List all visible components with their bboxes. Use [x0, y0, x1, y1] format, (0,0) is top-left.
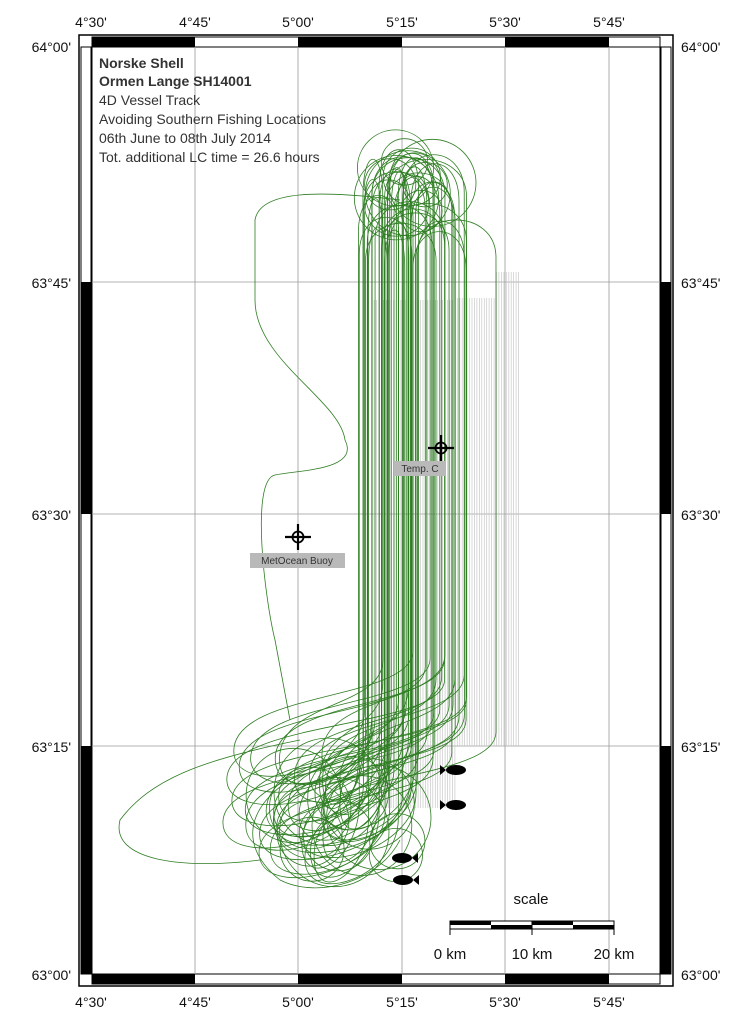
lat-label: 63°45': [32, 275, 71, 291]
title-line: 4D Vessel Track: [99, 92, 201, 108]
latitude-labels-right: 64°00' 63°45' 63°30' 63°15' 63°00': [681, 39, 720, 983]
lon-label: 5°00': [282, 14, 314, 30]
vessel-track: [314, 756, 389, 831]
marker-label: Temp. C: [401, 464, 438, 475]
lon-label: 5°45': [593, 14, 625, 30]
fish-icon: [392, 853, 418, 863]
vessel-track: [353, 155, 440, 241]
vessel-track: [382, 147, 441, 206]
fish-icon: [393, 875, 419, 885]
crosshair-icon: [428, 435, 454, 461]
latitude-labels-left: 64°00' 63°45' 63°30' 63°15' 63°00': [32, 39, 71, 983]
vessel-track: [259, 166, 428, 860]
vessel-track: [402, 162, 448, 208]
vessel-track: [226, 208, 446, 805]
vessel-track: [276, 800, 343, 867]
vessel-track: [380, 138, 429, 186]
vessel-track: [388, 138, 477, 227]
longitude-labels-bottom: 4°30' 4°45' 5°00' 5°15' 5°30' 5°45': [75, 994, 625, 1010]
lon-label: 5°15': [386, 14, 418, 30]
vessel-track: [326, 764, 432, 871]
vessel-track: [301, 217, 413, 869]
vessel-track: [321, 157, 446, 780]
map-frame: [78, 34, 674, 987]
vessel-track: [233, 179, 414, 777]
scale-bar: scale 0 km 10 km 20 km: [434, 891, 635, 963]
vessel-track: [309, 154, 465, 801]
vessel-track: [250, 174, 431, 785]
vessel-track: [279, 776, 390, 888]
scale-tick-label: 10 km: [512, 946, 553, 963]
lat-label: 63°00': [681, 967, 720, 983]
title-line: Tot. additional LC time = 26.6 hours: [99, 149, 320, 165]
marker-temp-c[interactable]: Temp. C: [394, 435, 454, 476]
crosshair-icon: [285, 524, 311, 550]
graticule: [92, 47, 660, 974]
vessel-track: [269, 153, 435, 875]
vessel-track: [319, 159, 384, 809]
vessel-track: [244, 176, 441, 836]
scale-tick-label: 20 km: [594, 946, 635, 963]
lat-label: 63°15': [681, 739, 720, 755]
longitude-labels-top: 4°30' 4°45' 5°00' 5°15' 5°30' 5°45': [75, 14, 625, 30]
marker-label: MetOcean Buoy: [261, 556, 333, 567]
lon-label: 4°30': [75, 994, 107, 1010]
fish-icon: [440, 800, 466, 810]
vessel-track: [287, 212, 450, 831]
lon-label: 4°45': [179, 994, 211, 1010]
lon-label: 5°15': [386, 994, 418, 1010]
vessel-tracks: [118, 129, 497, 889]
vessel-track: [118, 739, 301, 864]
lat-label: 63°15': [32, 739, 71, 755]
vessel-track: [273, 737, 382, 847]
marker-metocean-buoy[interactable]: MetOcean Buoy: [250, 524, 345, 568]
vessel-track: [252, 759, 401, 889]
lon-label: 5°00': [282, 994, 314, 1010]
title-line: Ormen Lange SH14001: [99, 73, 252, 89]
vessel-track: [364, 158, 417, 211]
vessel-track: [245, 179, 383, 851]
marker-label-box: [394, 461, 446, 476]
vessel-track: [304, 157, 434, 885]
vessel-track: [320, 220, 465, 841]
vessel-track: [302, 800, 374, 872]
lon-label: 5°30': [489, 994, 521, 1010]
title-line: Norske Shell: [99, 55, 184, 71]
vessel-track: [339, 181, 456, 805]
vessel-track: [272, 231, 467, 846]
vessel-track: [254, 193, 401, 721]
fish-icon: [440, 765, 466, 775]
vessel-track: [369, 813, 426, 870]
marker-label-box: [250, 553, 345, 568]
title-line: Avoiding Southern Fishing Locations: [99, 111, 326, 127]
lat-label: 63°45': [681, 275, 720, 291]
lon-label: 5°45': [593, 994, 625, 1010]
lat-label: 63°30': [681, 507, 720, 523]
fishing-locations: [392, 765, 466, 885]
scale-tick-label: 0 km: [434, 946, 467, 963]
lat-label: 63°00': [32, 967, 71, 983]
vessel-track: [238, 172, 426, 793]
vessel-track: [279, 816, 345, 882]
lon-label: 4°30': [75, 14, 107, 30]
scale-title: scale: [513, 891, 548, 908]
vessel-track: [339, 167, 407, 830]
vessel-track: [269, 766, 352, 850]
title-line: 06th June to 08th July 2014: [99, 130, 271, 146]
vessel-track: [311, 775, 413, 876]
lon-label: 4°45': [179, 14, 211, 30]
lat-label: 63°30': [32, 507, 71, 523]
lat-label: 64°00': [681, 39, 720, 55]
map-title: Norske Shell Ormen Lange SH14001 4D Vess…: [99, 55, 326, 165]
vessel-track: [363, 171, 430, 237]
vessel-track: [258, 172, 453, 878]
vessel-track: [222, 205, 433, 849]
vessel-track: [356, 129, 434, 207]
lat-label: 64°00': [32, 39, 71, 55]
vessel-track: [364, 150, 451, 237]
lon-label: 5°30': [489, 14, 521, 30]
vessel-track: [245, 747, 341, 844]
